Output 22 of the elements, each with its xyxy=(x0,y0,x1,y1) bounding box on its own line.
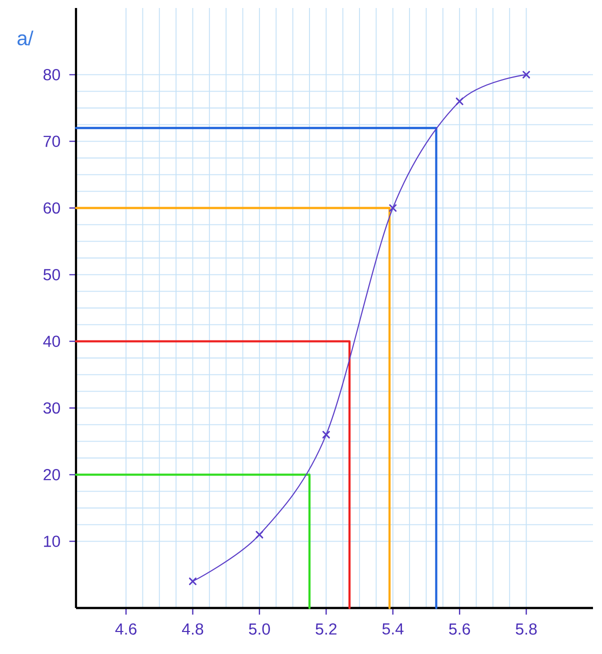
point xyxy=(456,98,464,106)
y-tick-label: 30 xyxy=(43,402,60,414)
y-tick-label: 80 xyxy=(44,69,60,80)
point xyxy=(188,578,196,586)
point xyxy=(256,530,264,538)
y-tick-label: 70 xyxy=(44,136,60,147)
x-tick-label: 5.0 xyxy=(248,623,270,635)
y-tick-label: 50 xyxy=(43,269,60,280)
point xyxy=(322,430,330,438)
x-tick-label: 5.4 xyxy=(382,623,404,635)
x-tick-label: 5.2 xyxy=(316,623,336,635)
y-tick-label: 60 xyxy=(44,202,60,214)
x-tick-label: 4.6 xyxy=(115,623,136,635)
y-tick-label: 20 xyxy=(44,469,60,480)
y-tick-label: 10 xyxy=(44,536,60,547)
point xyxy=(389,204,397,212)
x-tick-label: 4.8 xyxy=(182,623,204,635)
x-tick-label: 5.6 xyxy=(449,623,470,635)
point xyxy=(522,70,530,78)
x-tick-label: 5.8 xyxy=(516,623,537,635)
y-tick-label: 40 xyxy=(43,336,60,347)
text: a/ xyxy=(18,30,34,46)
